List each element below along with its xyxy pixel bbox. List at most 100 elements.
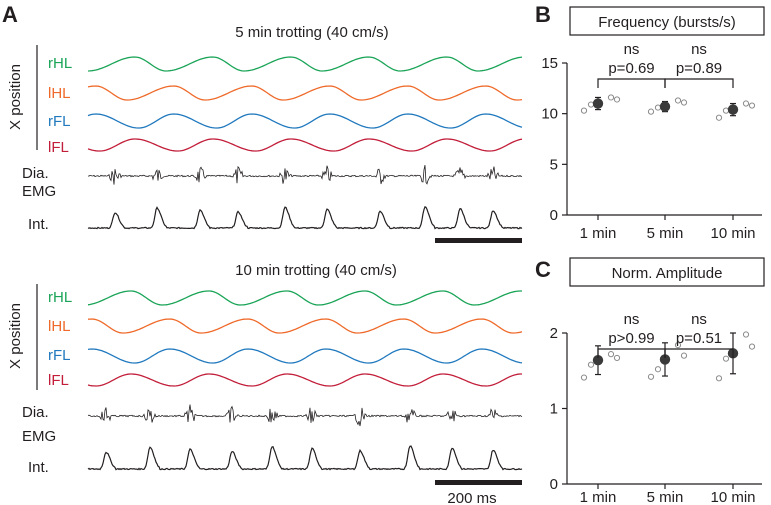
individual-point [654,366,662,373]
mean-point [659,354,671,365]
individual-point [748,102,756,109]
y-tick-label: 10 [541,106,558,123]
trace-integrated [87,445,523,471]
int-label: Int. [28,459,49,476]
individual-point [680,99,688,106]
emg-label-emg: EMG [22,183,56,200]
chart-b-plot: 0 5 10 15 1 min 5 min 10 min ns p=0.69 ns p=0.89 [541,41,762,242]
individual-point [742,100,750,107]
y-tick-label: 5 [550,156,558,173]
significance-label: ns [624,41,640,58]
y-axis-label: X position [7,64,24,130]
y-tick-label: 0 [550,207,558,224]
significance-label: ns [691,311,707,328]
limb-label-lfl: lFL [48,139,69,156]
individual-point [742,331,750,338]
significance-bracket [597,78,666,88]
individual-point [587,361,595,368]
limb-label-rfl: rFL [48,113,71,130]
chart-title: Norm. Amplitude [612,265,723,282]
emg-label-emg: EMG [22,428,56,445]
individual-point [674,341,682,349]
scale-bar [435,480,522,485]
int-label: Int. [28,216,49,233]
p-value-label: p=0.69 [608,60,654,77]
significance-bracket [664,78,734,88]
individual-point [680,352,688,359]
scale-bar-label: 200 ms [447,490,496,505]
significance-label: ns [624,311,640,328]
trace-lhl [87,85,523,101]
individual-point [613,354,621,362]
y-tick-label: 0 [550,476,558,493]
x-tick-label: 10 min [710,225,755,242]
individual-point [674,97,682,104]
significance-label: ns [691,41,707,58]
individual-point [654,104,662,111]
individual-point [647,108,655,115]
panel-a: A 5 min trotting (40 cm/s) X position rH… [2,2,523,505]
scale-bar [435,238,522,243]
limb-label-rfl: rFL [48,347,71,364]
y-tick-label: 15 [541,55,558,72]
trace-rhl [87,290,522,306]
emg-label-dia: Dia. [22,165,49,182]
individual-point [715,114,723,121]
panel-c: C Norm. Amplitude 0 1 2 1 min 5 min 10 min ns p… [535,257,765,505]
x-tick-label: 10 min [710,489,755,505]
chart-title-box [569,257,765,287]
trace-rfl [87,348,523,364]
trace-lhl [87,318,523,334]
x-tick-label: 1 min [580,225,617,242]
y-tick-label: 1 [550,401,558,418]
x-tick-label: 5 min [647,225,684,242]
trace-integrated [87,205,523,230]
mean-point [659,101,671,112]
trace-emg [87,165,523,185]
mean-point [592,98,604,109]
trace-rhl [87,56,523,72]
chart-c-plot: 0 1 2 1 min 5 min 10 min ns p>0.99 ns p=0.51 [550,311,762,505]
trial-title: 5 min trotting (40 cm/s) [235,24,388,41]
limb-label-lfl: lFL [48,372,69,389]
chart-title-box [569,6,765,36]
panel-a-letter: A [2,2,18,27]
significance-bracket [664,348,734,358]
trace-emg [87,404,523,427]
trial-10min: 10 min trotting (40 cm/s) X position rHL… [7,262,523,505]
individual-point [613,96,621,103]
limb-label-lhl: lHL [48,85,71,102]
panel-b: B Frequency (bursts/s) 0 5 10 15 1 min 5 min 1… [535,2,765,242]
trial-5min: 5 min trotting (40 cm/s) X position rHL … [7,24,523,243]
trace-rfl [87,113,523,129]
individual-point [722,107,730,114]
p-value-label: p=0.89 [676,60,722,77]
mean-point [727,104,739,115]
x-tick-label: 1 min [580,489,617,505]
trace-lfl [87,373,522,387]
individual-point [580,374,588,381]
individual-point [715,375,723,382]
panel-c-letter: C [535,257,551,282]
y-tick-label: 2 [550,325,558,342]
trace-lfl [87,138,523,152]
limb-label-lhl: lHL [48,318,71,335]
individual-point [748,343,756,350]
individual-point [580,107,588,114]
y-axis-label: X position [7,303,24,369]
limb-label-rhl: rHL [48,289,72,306]
individual-point [587,101,595,108]
limb-label-rhl: rHL [48,55,72,72]
x-tick-label: 5 min [647,489,684,505]
emg-label-dia: Dia. [22,404,49,421]
individual-point [722,355,730,362]
individual-point [647,373,655,380]
mean-point [592,354,604,366]
individual-point [607,94,615,101]
trial-title: 10 min trotting (40 cm/s) [235,262,397,279]
panel-b-letter: B [535,2,551,27]
chart-title: Frequency (bursts/s) [598,14,736,31]
p-value-label: p>0.99 [608,330,654,347]
p-value-label: p=0.51 [676,330,722,347]
